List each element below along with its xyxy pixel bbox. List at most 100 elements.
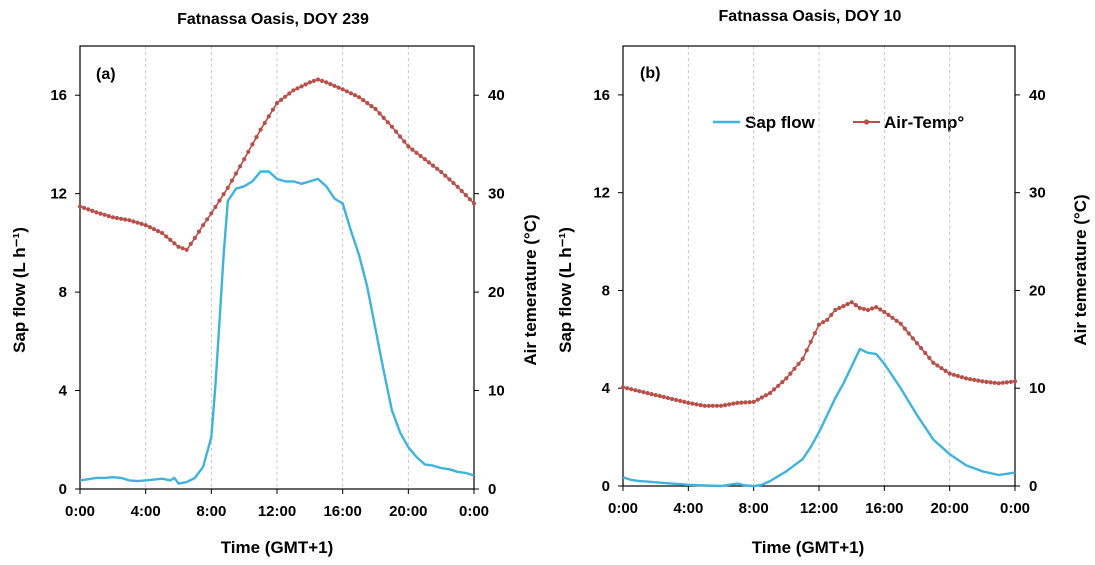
air-temp-point bbox=[833, 307, 838, 313]
y-left-tick-label: 4 bbox=[59, 383, 68, 400]
air-temp-point bbox=[641, 390, 646, 395]
legend: Sap flow Air-Temp° bbox=[713, 113, 964, 132]
y-axis-label-right: Air temerature (°C) bbox=[1071, 194, 1090, 345]
x-tick-label: 0:00 bbox=[608, 500, 638, 517]
air-temp-point bbox=[385, 120, 390, 125]
air-temp-point bbox=[845, 302, 850, 307]
air-temp-point bbox=[837, 305, 842, 311]
air-temp-point bbox=[968, 377, 973, 382]
x-tick-label: 4:00 bbox=[673, 500, 703, 517]
air-temp-point bbox=[910, 336, 916, 341]
air-temp-point bbox=[849, 300, 854, 305]
air-temp-point bbox=[816, 322, 822, 327]
air-temp-point bbox=[439, 169, 444, 175]
air-temp-point bbox=[426, 160, 431, 165]
air-temp-point bbox=[861, 306, 867, 312]
air-temp-point bbox=[118, 216, 124, 221]
air-temp-point bbox=[763, 393, 769, 398]
air-temp-point bbox=[686, 400, 691, 405]
air-temp-point bbox=[939, 366, 944, 371]
air-temp-point bbox=[418, 153, 423, 159]
air-temp-point bbox=[796, 361, 801, 366]
air-temp-point bbox=[702, 403, 707, 408]
air-temp-point bbox=[344, 89, 349, 94]
air-temp-point bbox=[381, 115, 386, 120]
air-temp-point bbox=[1008, 379, 1014, 384]
plot-frame bbox=[79, 45, 475, 490]
y-axis-label-left: Sap flow (L h⁻¹) bbox=[556, 227, 575, 353]
air-temp-point bbox=[963, 376, 969, 381]
air-temp-point bbox=[931, 360, 936, 365]
y-axis-label-left: Sap flow (L h⁻¹) bbox=[10, 227, 29, 353]
air-temp-point bbox=[645, 391, 650, 396]
y-left-tick-label: 12 bbox=[593, 185, 610, 202]
legend-label-sap-flow: Sap flow bbox=[745, 113, 816, 132]
air-temp-point bbox=[315, 77, 321, 82]
air-temp-point bbox=[233, 171, 239, 176]
air-temp-point bbox=[1000, 380, 1005, 385]
air-temp-point bbox=[463, 193, 468, 198]
air-temp-point bbox=[890, 315, 895, 320]
chart-title: Fatnassa Oasis, DOY 10 bbox=[719, 8, 902, 25]
air-temp-point bbox=[143, 223, 148, 228]
air-temp-point bbox=[649, 392, 654, 397]
air-temp-point bbox=[238, 164, 243, 169]
air-temp-point bbox=[718, 403, 724, 408]
air-temp-point bbox=[291, 88, 296, 93]
air-temp-point bbox=[821, 320, 826, 325]
air-temp-point bbox=[669, 396, 675, 402]
air-temp-point bbox=[878, 307, 883, 312]
air-temp-point bbox=[914, 341, 920, 346]
air-temp-point bbox=[984, 379, 989, 384]
air-temp-point bbox=[410, 147, 415, 152]
air-temp-point bbox=[225, 185, 230, 190]
air-temp-point bbox=[340, 87, 345, 92]
air-temp-point bbox=[160, 230, 165, 236]
air-temp-point bbox=[657, 393, 662, 399]
air-temp-point bbox=[471, 201, 477, 206]
air-temp-point bbox=[698, 403, 703, 408]
air-temp-point bbox=[320, 78, 325, 83]
air-temp-point bbox=[114, 215, 119, 221]
x-tick-label: 8:00 bbox=[196, 503, 226, 520]
air-temp-point bbox=[894, 318, 899, 323]
air-temp-point bbox=[629, 387, 634, 392]
air-temp-point bbox=[303, 82, 308, 87]
air-temp-point bbox=[743, 400, 748, 405]
air-temp-point bbox=[250, 142, 255, 147]
air-temp-point bbox=[870, 306, 875, 311]
air-temp-point bbox=[254, 135, 259, 140]
air-temp-point bbox=[451, 181, 456, 186]
air-temp-point bbox=[307, 80, 312, 85]
air-temp-point bbox=[919, 346, 924, 351]
air-temp-point bbox=[274, 101, 280, 106]
y-left-tick-label: 16 bbox=[593, 87, 610, 104]
air-temp-point bbox=[992, 380, 997, 385]
y-left-tick-label: 0 bbox=[602, 478, 610, 495]
air-temp-point bbox=[988, 380, 993, 385]
air-temp-point bbox=[127, 218, 132, 223]
y-right-tick-label: 20 bbox=[488, 284, 505, 301]
air-temp-point bbox=[706, 403, 711, 408]
air-temp-point bbox=[690, 401, 695, 406]
x-tick-label: 0:00 bbox=[1000, 500, 1030, 517]
air-temp-point bbox=[751, 399, 756, 404]
air-temp-point bbox=[135, 220, 140, 225]
air-temp-point bbox=[747, 400, 752, 405]
sap-flow-line bbox=[622, 347, 1016, 488]
air-temp-point bbox=[902, 326, 907, 331]
air-temp-point bbox=[192, 235, 197, 241]
air-temp-point bbox=[943, 368, 948, 373]
air-temp-point bbox=[147, 225, 152, 230]
air-temp-point bbox=[242, 157, 247, 162]
panel-label: (b) bbox=[640, 65, 660, 82]
air-temp-point bbox=[976, 378, 981, 383]
x-tick-label: 12:00 bbox=[258, 503, 296, 520]
y-left-tick-label: 4 bbox=[602, 380, 611, 397]
air-temp-point bbox=[714, 403, 720, 408]
air-temp-point bbox=[653, 393, 658, 398]
chart-panel-b: Fatnassa Oasis, DOY 10 (b) Time (GMT+1) … bbox=[556, 8, 1090, 557]
air-temp-point bbox=[373, 106, 378, 112]
air-temp-point bbox=[398, 134, 403, 139]
air-temp-point bbox=[139, 221, 144, 226]
